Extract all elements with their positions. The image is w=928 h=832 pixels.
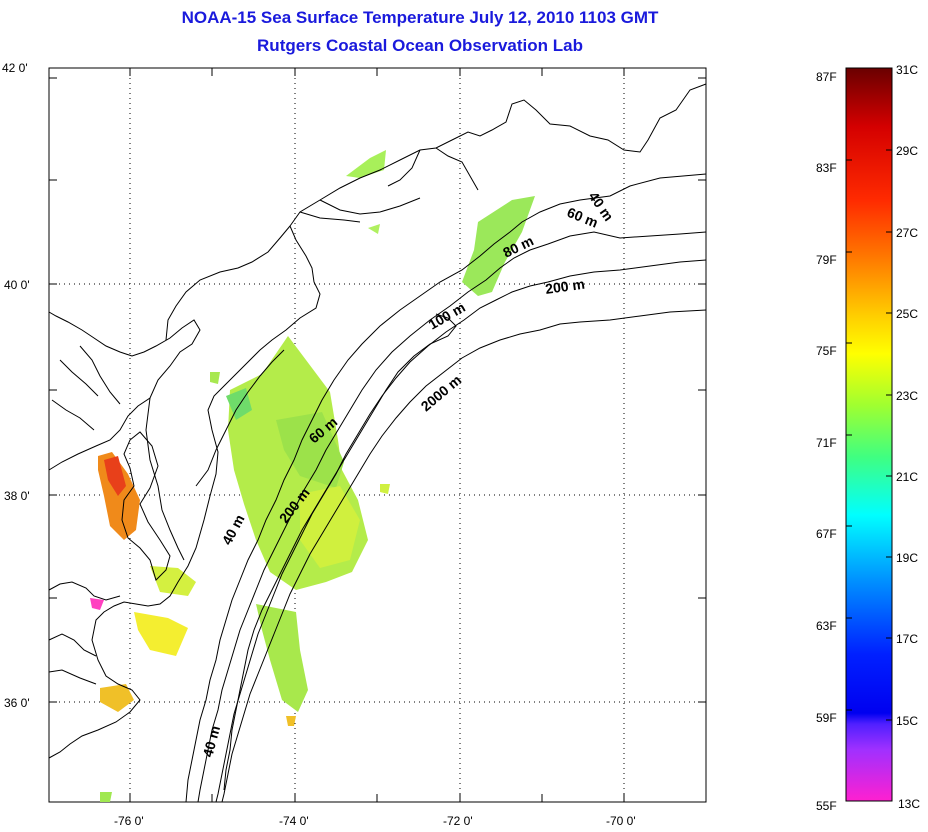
lat-label-38: 38 0'	[4, 489, 30, 503]
cbar-c-27: 27C	[896, 226, 918, 240]
cbar-f-83: 83F	[816, 161, 837, 175]
cbar-f-59: 59F	[816, 711, 837, 725]
map-subtitle: Rutgers Coastal Ocean Observation Lab	[257, 36, 583, 55]
lat-label-42: 42 0'	[2, 61, 28, 75]
colorbar	[845, 67, 893, 802]
map-title: NOAA-15 Sea Surface Temperature July 12,…	[181, 8, 659, 27]
cbar-c-17: 17C	[896, 632, 918, 646]
cbar-f-55: 55F	[816, 799, 837, 813]
cbar-f-63: 63F	[816, 619, 837, 633]
latitude-labels: 42 0' 40 0' 38 0' 36 0'	[2, 61, 30, 710]
contour-label-200m: 200 m	[544, 276, 586, 297]
longitude-labels: -76 0' -74 0' -72 0' -70 0'	[114, 814, 636, 828]
cbar-c-23: 23C	[896, 389, 918, 403]
cbar-f-71: 71F	[816, 436, 837, 450]
colorbar-ticks	[846, 149, 892, 721]
cbar-f-79: 79F	[816, 253, 837, 267]
lon-label-76: -76 0'	[114, 814, 144, 828]
colorbar-celsius-labels: 31C 29C 27C 25C 23C 21C 19C 17C 15C 13C	[896, 63, 920, 811]
map-frame	[48, 67, 707, 803]
cbar-c-31: 31C	[896, 63, 918, 77]
cbar-c-29: 29C	[896, 144, 918, 158]
lat-label-36: 36 0'	[4, 696, 30, 710]
cbar-c-15: 15C	[896, 714, 918, 728]
colorbar-fahrenheit-labels: 87F 83F 79F 75F 71F 67F 63F 59F 55F	[816, 70, 837, 813]
cbar-c-25: 25C	[896, 307, 918, 321]
cbar-c-19: 19C	[896, 551, 918, 565]
depth-contours	[185, 173, 707, 803]
contour-label-40m-bottom: 40 m	[199, 724, 223, 759]
cbar-c-13: 13C	[898, 797, 920, 811]
lon-label-74: -74 0'	[279, 814, 309, 828]
lon-label-70: -70 0'	[606, 814, 636, 828]
lon-label-72: -72 0'	[443, 814, 473, 828]
cbar-f-67: 67F	[816, 527, 837, 541]
map-ticks	[49, 68, 706, 802]
lat-label-40: 40 0'	[4, 278, 30, 292]
coastline	[48, 83, 707, 759]
cbar-f-87: 87F	[816, 70, 837, 84]
cbar-c-21: 21C	[896, 470, 918, 484]
cbar-f-75: 75F	[816, 344, 837, 358]
